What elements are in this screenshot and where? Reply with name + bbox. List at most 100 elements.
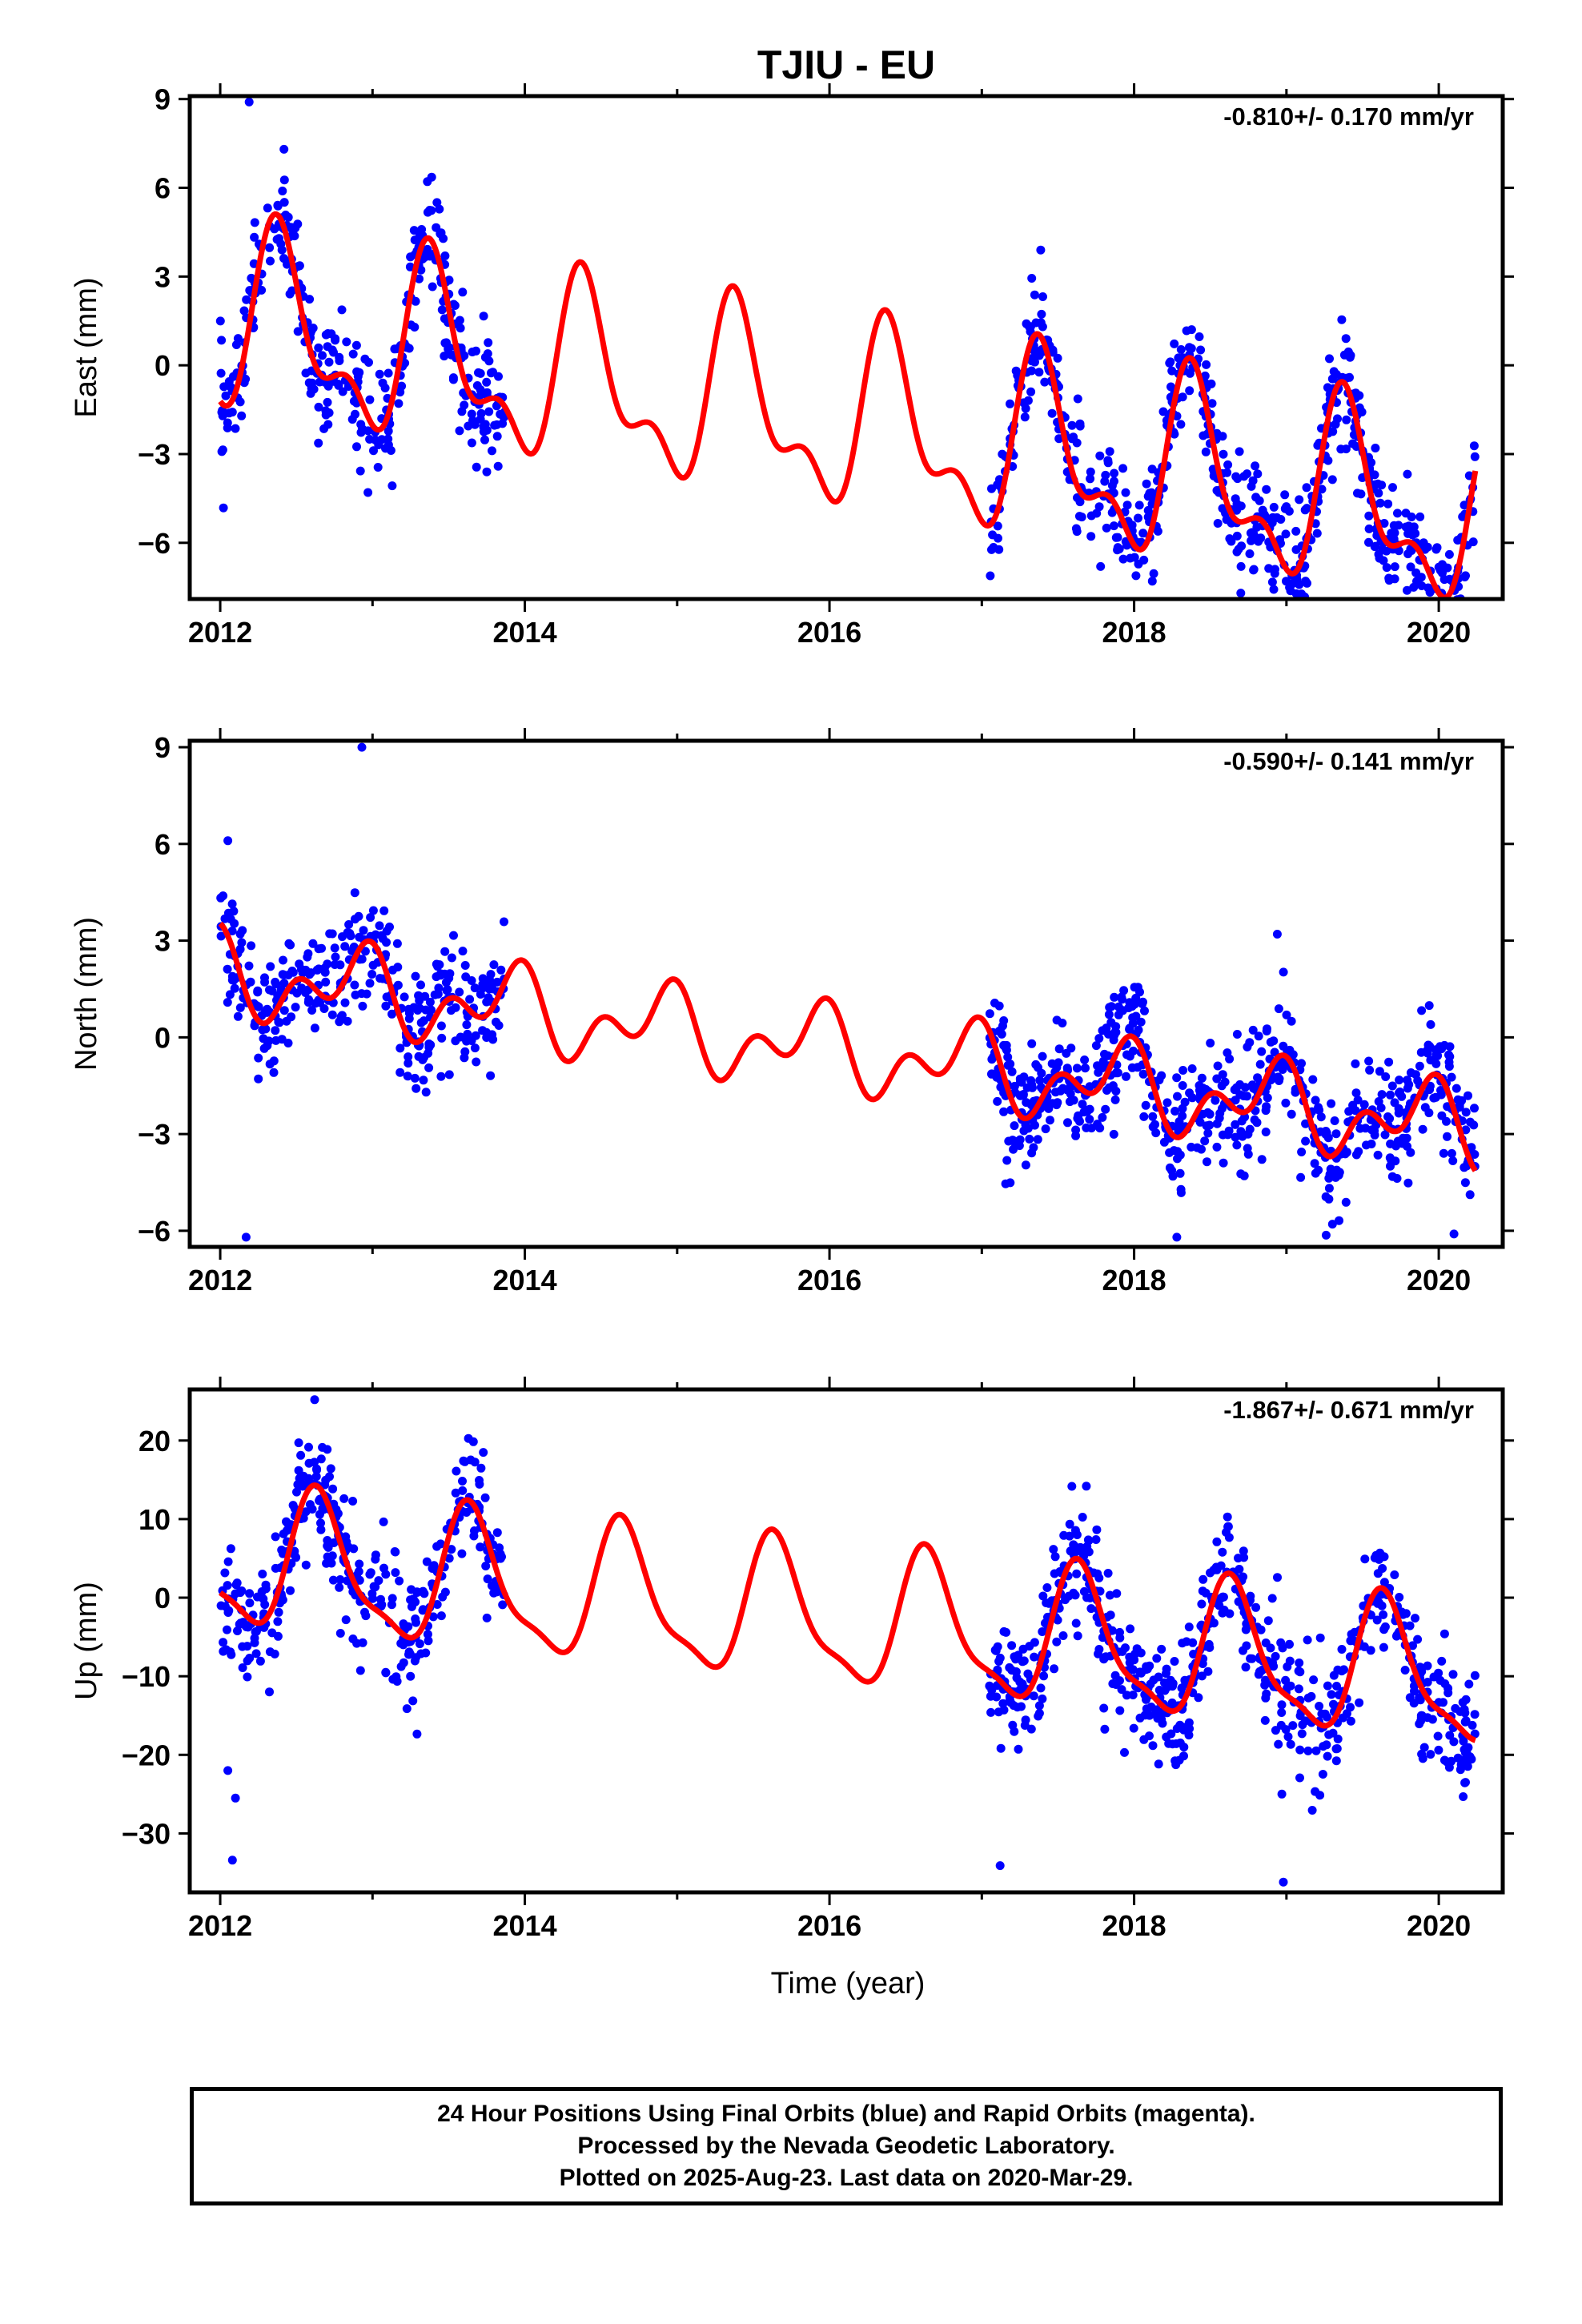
east-data-point	[1131, 571, 1141, 581]
east-data-point	[1030, 290, 1039, 300]
north-data-point	[1027, 1148, 1037, 1158]
east-data-point	[476, 368, 485, 378]
east-data-point	[986, 571, 995, 581]
up-data-point	[1065, 1519, 1074, 1529]
east-data-point	[1387, 529, 1396, 538]
up-data-point	[1099, 1655, 1109, 1664]
north-data-point	[1243, 1149, 1253, 1159]
east-data-point	[351, 409, 359, 419]
east-data-point	[405, 262, 415, 271]
north-data-point	[330, 960, 339, 969]
north-data-point	[223, 998, 232, 1007]
north-data-point	[1195, 1117, 1205, 1127]
up-data-point	[1069, 1588, 1078, 1598]
east-data-point	[1143, 505, 1153, 515]
north-data-point	[271, 1026, 280, 1035]
north-data-point	[1367, 1140, 1376, 1148]
north-data-point	[338, 932, 347, 942]
north-data-point	[387, 1009, 396, 1019]
north-data-point	[492, 1017, 500, 1027]
east-data-point	[423, 177, 432, 187]
up-data-point	[399, 1619, 408, 1629]
east-data-point	[488, 446, 496, 456]
east-data-point	[484, 407, 494, 416]
north-data-point	[1365, 1065, 1375, 1075]
north-data-point	[1287, 1016, 1296, 1026]
east-data-point	[987, 484, 996, 493]
east-data-point	[484, 338, 493, 348]
north-data-point	[241, 1232, 251, 1242]
east-data-point	[314, 438, 323, 448]
east-data-point	[365, 395, 375, 404]
east-data-point	[1134, 501, 1144, 510]
up-data-point	[1140, 1711, 1150, 1720]
north-data-point	[340, 998, 350, 1007]
east-data-point	[1218, 504, 1227, 513]
east-data-point	[455, 316, 464, 325]
east-model-curve	[218, 211, 1479, 599]
up-data-point	[1239, 1546, 1248, 1556]
up-data-point	[451, 1488, 460, 1498]
north-data-point	[1437, 1111, 1447, 1120]
up-data-point	[1042, 1583, 1052, 1592]
east-data-point	[1411, 529, 1420, 538]
east-data-point	[448, 375, 458, 384]
up-data-point	[1082, 1593, 1091, 1602]
east-data-point	[1302, 483, 1311, 493]
up-data-point	[1212, 1537, 1222, 1546]
up-data-point	[1184, 1622, 1194, 1632]
north-data-point	[357, 742, 367, 752]
north-data-point	[1447, 1148, 1456, 1158]
north-data-point	[1174, 1117, 1184, 1126]
east-data-point	[1364, 511, 1374, 521]
north-data-point	[1175, 1150, 1185, 1160]
east-data-point	[352, 442, 361, 452]
east-data-point	[1237, 541, 1247, 551]
east-data-point	[237, 411, 247, 420]
up-data-point	[1021, 1715, 1030, 1725]
footer-line-3: Plotted on 2025-Aug-23. Last data on 202…	[559, 2165, 1134, 2191]
north-data-point	[1394, 1104, 1403, 1113]
up-data-point	[1149, 1675, 1158, 1685]
north-data-point	[1165, 1148, 1174, 1157]
north-data-point	[219, 891, 228, 901]
north-data-point	[426, 1040, 436, 1050]
up-data-point	[1295, 1659, 1304, 1667]
east-data-point	[1312, 529, 1322, 538]
north-data-point	[1324, 1194, 1334, 1204]
up-data-point	[227, 1856, 237, 1865]
east-data-point	[1281, 529, 1291, 539]
east-data-point	[263, 203, 272, 213]
north-data-point	[1052, 1015, 1062, 1025]
up-data-point	[1197, 1599, 1207, 1609]
up-data-point	[468, 1437, 478, 1446]
north-data-point	[1218, 1130, 1227, 1140]
up-data-point	[1437, 1656, 1447, 1666]
north-data-point	[1215, 1113, 1224, 1123]
east-data-point	[1027, 274, 1037, 283]
up-data-point	[1142, 1662, 1151, 1671]
east-data-point	[1262, 485, 1271, 494]
up-data-point	[291, 1553, 301, 1562]
up-data-point	[412, 1653, 420, 1663]
up-data-point	[1323, 1681, 1332, 1691]
east-data-point	[1038, 292, 1047, 301]
north-data-point	[496, 965, 506, 975]
east-data-point	[483, 349, 492, 359]
east-x-tick-label: 2020	[1407, 616, 1471, 649]
up-data-point	[1415, 1663, 1425, 1672]
up-x-axis-label: Time (year)	[771, 1967, 926, 2000]
north-data-point	[1047, 1059, 1057, 1068]
north-data-point	[1316, 1112, 1326, 1122]
north-data-point	[1437, 1044, 1447, 1054]
north-data-point	[246, 977, 255, 987]
east-data-point	[1438, 560, 1447, 569]
north-data-point	[472, 1057, 481, 1067]
north-data-point	[1219, 1158, 1228, 1168]
up-data-point	[1303, 1693, 1313, 1703]
east-data-point	[1394, 546, 1403, 556]
east-data-point	[1341, 334, 1351, 344]
up-data-point	[1448, 1670, 1458, 1679]
up-data-point	[1283, 1732, 1293, 1742]
up-data-point	[458, 1477, 467, 1486]
